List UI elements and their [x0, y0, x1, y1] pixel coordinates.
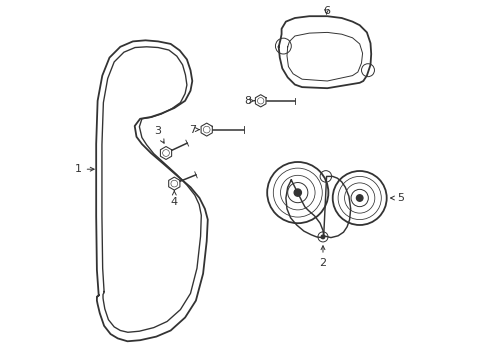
Text: 7: 7 [188, 125, 199, 135]
Circle shape [321, 235, 324, 239]
Circle shape [356, 195, 362, 201]
Text: 5: 5 [390, 193, 404, 203]
Text: 8: 8 [244, 96, 254, 106]
Circle shape [294, 189, 301, 196]
Text: 1: 1 [75, 164, 94, 174]
Text: 2: 2 [319, 246, 326, 268]
Text: 4: 4 [170, 191, 178, 207]
Text: 6: 6 [323, 6, 329, 16]
Text: 3: 3 [154, 126, 164, 143]
